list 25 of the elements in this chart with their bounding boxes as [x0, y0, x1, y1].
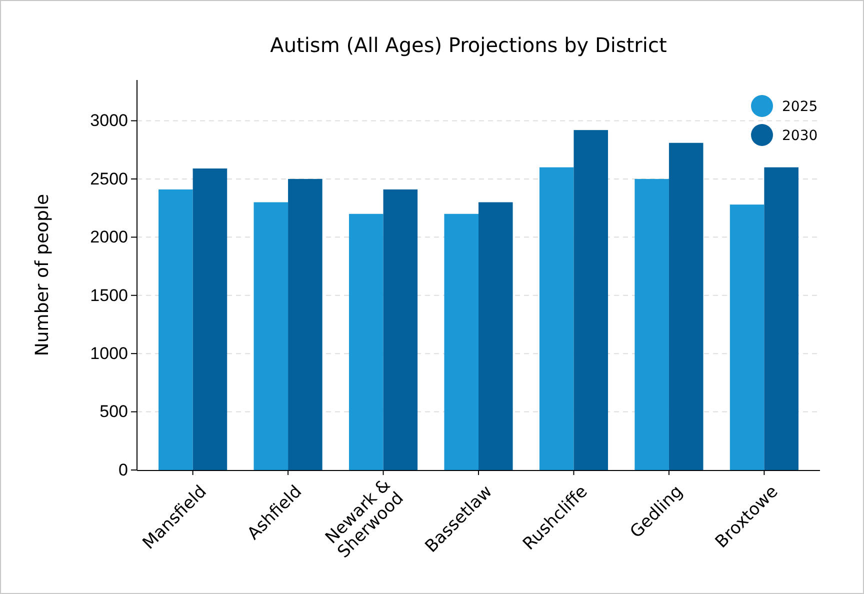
legend-label: 2030	[782, 128, 818, 144]
y-axis-title: Number of people	[32, 194, 53, 356]
y-tick-label: 3000	[90, 111, 128, 130]
legend-label: 2025	[782, 99, 818, 115]
y-tick-label: 500	[100, 402, 128, 422]
bar	[192, 168, 228, 470]
y-tick-label: 0	[118, 460, 128, 480]
y-tick-label: 2500	[90, 169, 128, 188]
bar	[383, 189, 418, 470]
y-tick-label: 1500	[90, 286, 128, 305]
bar	[478, 202, 513, 470]
bar	[158, 189, 193, 470]
bar	[730, 204, 764, 470]
bar	[764, 167, 798, 470]
bar	[574, 130, 608, 470]
chart-title: Autism (All Ages) Projections by District	[270, 33, 667, 57]
bar	[288, 178, 322, 470]
bar	[668, 142, 704, 470]
bar	[254, 202, 288, 470]
bar	[444, 214, 478, 470]
y-tick-label: 2000	[90, 228, 128, 247]
y-tick-label: 1000	[90, 344, 128, 364]
bar	[539, 167, 574, 470]
bar	[634, 178, 669, 470]
bar	[348, 214, 384, 470]
